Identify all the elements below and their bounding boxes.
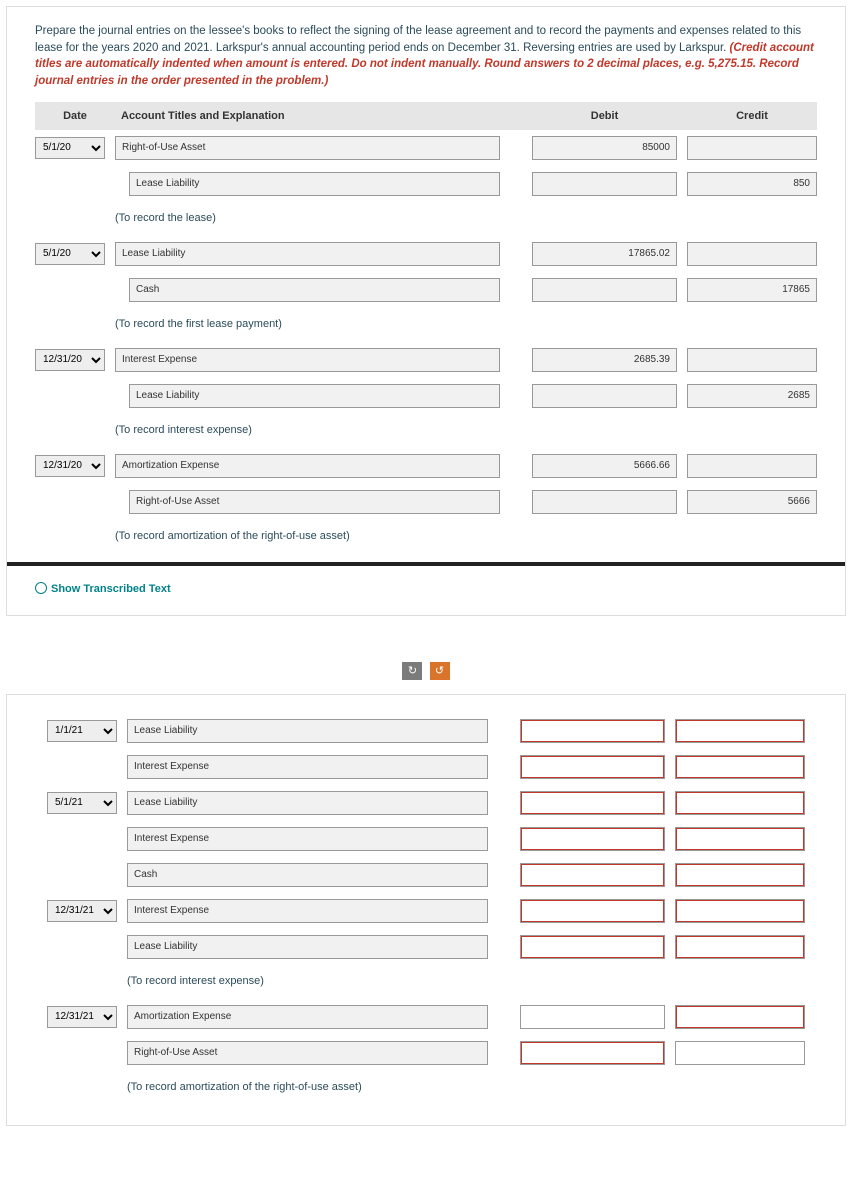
header-acct: Account Titles and Explanation [115, 102, 532, 130]
credit-input[interactable] [675, 1041, 805, 1065]
redo-button[interactable]: ↺ [430, 662, 450, 680]
account-input[interactable]: Lease Liability [129, 384, 500, 408]
debit-input[interactable] [520, 1041, 665, 1065]
debit-input[interactable] [520, 755, 665, 779]
undo-button[interactable]: ↻ [402, 662, 422, 680]
account-input[interactable]: Lease Liability [129, 172, 500, 196]
header-debit: Debit [532, 102, 677, 130]
credit-input[interactable] [687, 242, 817, 266]
account-input[interactable]: Interest Expense [127, 899, 488, 923]
date-select[interactable]: 12/31/20 [35, 349, 105, 371]
account-input[interactable]: Lease Liability [127, 791, 488, 815]
credit-input[interactable] [687, 348, 817, 372]
account-input[interactable]: Interest Expense [127, 827, 488, 851]
credit-input[interactable] [675, 935, 805, 959]
intro-black: Prepare the journal entries on the lesse… [35, 25, 801, 54]
account-input[interactable]: Interest Expense [127, 755, 488, 779]
debit-input[interactable] [532, 278, 677, 302]
debit-input[interactable] [520, 935, 665, 959]
explanation: (To record the first lease payment) [115, 314, 785, 336]
credit-input[interactable]: 2685 [687, 384, 817, 408]
credit-input[interactable] [675, 719, 805, 743]
explanation: (To record the lease) [115, 208, 785, 230]
debit-input[interactable]: 17865.02 [532, 242, 677, 266]
toolbar: ↻ ↺ [0, 622, 852, 688]
debit-input[interactable] [520, 899, 665, 923]
debit-input[interactable] [532, 384, 677, 408]
credit-input[interactable] [675, 1005, 805, 1029]
debit-input[interactable] [520, 863, 665, 887]
date-select[interactable]: 1/1/21 [47, 720, 117, 742]
date-select[interactable]: 12/31/21 [47, 900, 117, 922]
account-input[interactable]: Amortization Expense [115, 454, 500, 478]
date-select[interactable]: 12/31/21 [47, 1006, 117, 1028]
top-panel: Prepare the journal entries on the lesse… [6, 6, 846, 616]
credit-input[interactable]: 5666 [687, 490, 817, 514]
debit-input[interactable] [532, 490, 677, 514]
account-input[interactable]: Amortization Expense [127, 1005, 488, 1029]
explanation: (To record amortization of the right-of-… [127, 1077, 773, 1099]
bottom-panel: 1/1/21 Lease Liability Interest Expense … [6, 694, 846, 1126]
explanation: (To record interest expense) [127, 971, 773, 993]
credit-input[interactable] [675, 827, 805, 851]
date-select[interactable]: 5/1/20 [35, 137, 105, 159]
credit-input[interactable]: 850 [687, 172, 817, 196]
account-input[interactable]: Lease Liability [115, 242, 500, 266]
account-input[interactable]: Interest Expense [115, 348, 500, 372]
debit-input[interactable]: 2685.39 [532, 348, 677, 372]
credit-input[interactable] [687, 136, 817, 160]
debit-input[interactable] [532, 172, 677, 196]
date-select[interactable]: 5/1/20 [35, 243, 105, 265]
account-input[interactable]: Right-of-Use Asset [129, 490, 500, 514]
account-input[interactable]: Right-of-Use Asset [115, 136, 500, 160]
account-input[interactable]: Right-of-Use Asset [127, 1041, 488, 1065]
account-input[interactable]: Cash [129, 278, 500, 302]
debit-input[interactable] [520, 791, 665, 815]
debit-input[interactable]: 5666.66 [532, 454, 677, 478]
intro: Prepare the journal entries on the lesse… [35, 23, 817, 90]
header-row: Date Account Titles and Explanation Debi… [35, 102, 817, 130]
date-select[interactable]: 5/1/21 [47, 792, 117, 814]
debit-input[interactable] [520, 1005, 665, 1029]
credit-input[interactable]: 17865 [687, 278, 817, 302]
credit-input[interactable] [675, 863, 805, 887]
show-transcribed-link[interactable]: Show Transcribed Text [7, 566, 845, 615]
explanation: (To record interest expense) [115, 420, 785, 442]
explanation: (To record amortization of the right-of-… [115, 526, 785, 542]
debit-input[interactable] [520, 719, 665, 743]
credit-input[interactable] [675, 755, 805, 779]
account-input[interactable]: Lease Liability [127, 935, 488, 959]
credit-input[interactable] [675, 791, 805, 815]
debit-input[interactable]: 85000 [532, 136, 677, 160]
credit-input[interactable] [687, 454, 817, 478]
header-credit: Credit [687, 102, 817, 130]
credit-input[interactable] [675, 899, 805, 923]
date-select[interactable]: 12/31/20 [35, 455, 105, 477]
debit-input[interactable] [520, 827, 665, 851]
header-date: Date [35, 102, 115, 130]
account-input[interactable]: Cash [127, 863, 488, 887]
account-input[interactable]: Lease Liability [127, 719, 488, 743]
eye-icon [35, 582, 47, 594]
